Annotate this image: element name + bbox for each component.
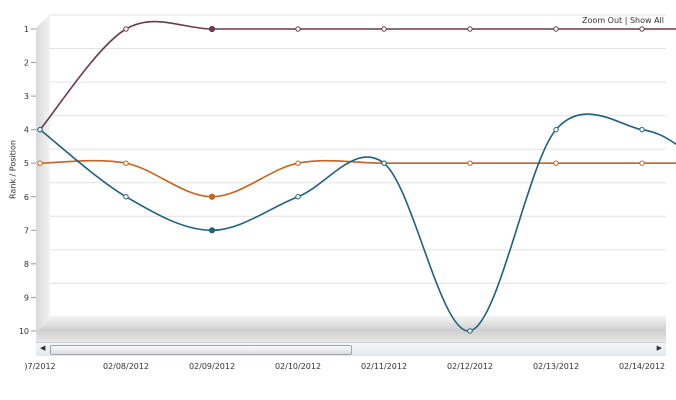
data-point[interactable] [467, 328, 473, 334]
data-point[interactable] [295, 160, 301, 166]
data-point[interactable] [208, 227, 216, 234]
data-point[interactable] [123, 160, 129, 166]
separator: | [624, 16, 628, 25]
scroll-right-icon[interactable]: ▶ [656, 344, 662, 352]
left-wall [36, 14, 50, 332]
x-tick-label: )7/2012 [24, 362, 55, 371]
data-point[interactable] [381, 26, 387, 32]
y-tick-label: 9 [24, 293, 29, 302]
data-point[interactable] [123, 194, 129, 200]
show-all-link[interactable]: Show All [629, 16, 664, 25]
y-tick-label: 4 [24, 126, 29, 135]
y-tick-label: 2 [24, 59, 29, 68]
horizontal-scrollbar[interactable]: ◀ ▶ [36, 342, 666, 356]
x-tick-label: 02/13/2012 [533, 362, 579, 371]
data-point[interactable] [208, 25, 216, 33]
data-point[interactable] [467, 26, 473, 32]
x-tick-label: 02/08/2012 [103, 362, 149, 371]
scroll-left-icon[interactable]: ◀ [40, 344, 46, 352]
x-tick-label: 02/12/2012 [447, 362, 493, 371]
zoom-out-link[interactable]: Zoom Out [582, 16, 623, 25]
scrollbar-thumb[interactable] [50, 345, 352, 355]
y-tick-label: 1 [24, 25, 29, 34]
x-tick-label: 02/10/2012 [275, 362, 321, 371]
data-point[interactable] [639, 160, 645, 166]
data-point[interactable] [208, 193, 216, 200]
y-tick-label: 6 [24, 193, 29, 202]
data-point[interactable] [467, 160, 473, 166]
data-point[interactable] [37, 160, 43, 166]
series-line-1 [39, 159, 676, 198]
data-point[interactable] [639, 26, 645, 32]
y-tick-label: 3 [24, 92, 29, 101]
y-tick-label: 5 [24, 159, 29, 168]
y-axis-label: Rank / Position [8, 140, 18, 199]
data-point[interactable] [639, 126, 645, 133]
data-point[interactable] [123, 26, 129, 32]
zoom-controls: Zoom Out | Show All [582, 16, 664, 25]
series-line-2 [39, 113, 676, 332]
x-tick-label: 02/11/2012 [361, 362, 407, 371]
y-tick-label: 8 [24, 260, 29, 269]
floor [36, 318, 666, 342]
y-tick-label: 7 [24, 226, 29, 235]
data-point[interactable] [381, 160, 387, 166]
data-point[interactable] [37, 126, 43, 133]
x-tick-label: 02/09/2012 [189, 362, 235, 371]
data-point[interactable] [553, 26, 559, 32]
data-point[interactable] [295, 26, 301, 32]
y-tick-label: 10 [19, 327, 29, 336]
data-point[interactable] [295, 194, 301, 200]
data-point[interactable] [553, 160, 559, 166]
data-point[interactable] [553, 126, 559, 133]
x-tick-label: 02/14/2012 [619, 362, 665, 371]
series-line-0 [39, 20, 676, 131]
